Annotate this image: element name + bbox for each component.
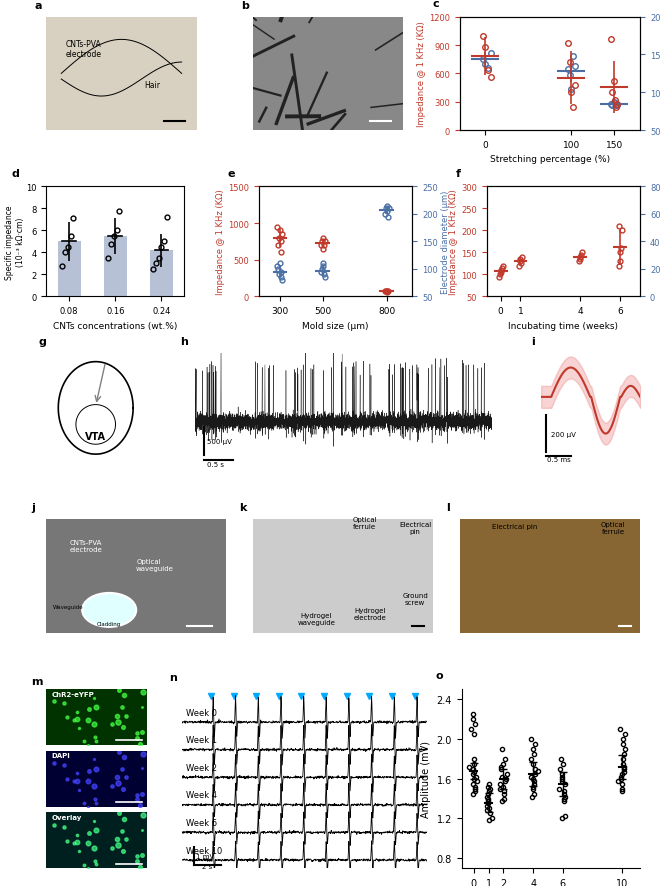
Bar [150,251,173,297]
Text: g: g [38,337,46,346]
Text: f: f [456,168,461,178]
Text: Week 6: Week 6 [186,818,218,827]
Text: Hair: Hair [144,81,160,89]
Text: Hydrogel
electrode: Hydrogel electrode [354,607,387,620]
Text: e: e [228,168,236,178]
Text: Waveguide: Waveguide [53,604,83,609]
Text: 1 mV: 1 mV [196,852,214,859]
Bar [104,237,127,297]
Text: Optical
waveguide: Optical waveguide [136,559,174,571]
Text: 200 μV: 200 μV [551,431,576,437]
Text: Week 0: Week 0 [186,708,217,717]
X-axis label: Mold size (μm): Mold size (μm) [302,322,369,330]
Text: Overlay: Overlay [51,814,82,820]
Text: i: i [531,337,535,346]
Text: ChR2-eYFP: ChR2-eYFP [51,691,94,697]
Text: 500 μV: 500 μV [207,439,232,445]
X-axis label: Incubating time (weeks): Incubating time (weeks) [508,322,618,330]
Text: Cladding: Cladding [97,621,121,626]
Text: Ground
screw: Ground screw [403,593,428,605]
Text: l: l [446,502,449,513]
Text: n: n [169,672,177,682]
Text: Week 1: Week 1 [186,735,217,744]
Text: Week 10: Week 10 [186,845,222,855]
Text: o: o [435,670,443,680]
Text: DAPI: DAPI [51,752,70,758]
Text: Optical
ferrule: Optical ferrule [352,517,377,530]
Text: c: c [432,0,439,9]
Text: Optical
ferrule: Optical ferrule [601,521,626,534]
Bar [57,242,81,297]
Text: CNTs-PVA
electrode: CNTs-PVA electrode [66,40,102,59]
Text: d: d [12,168,20,178]
Text: a: a [34,1,42,11]
Y-axis label: Impedance @ 1 KHz (KΩ): Impedance @ 1 KHz (KΩ) [449,190,458,295]
Text: 2 s: 2 s [202,863,213,869]
Y-axis label: Impedance @ 1 KHz (KΩ): Impedance @ 1 KHz (KΩ) [216,190,225,295]
Y-axis label: Amplitude (mV): Amplitude (mV) [421,741,431,817]
Text: Electrical pin: Electrical pin [492,524,537,530]
Y-axis label: Impedance @ 1 KHz (KΩ): Impedance @ 1 KHz (KΩ) [417,21,426,127]
Text: Hydrogel
waveguide: Hydrogel waveguide [297,612,335,625]
X-axis label: CNTs concentrations (wt.%): CNTs concentrations (wt.%) [53,322,178,330]
Circle shape [82,594,136,627]
Text: Week 4: Week 4 [186,790,217,799]
Text: Week 2: Week 2 [186,763,217,772]
Text: 0.5 s: 0.5 s [207,462,224,467]
Text: VTA: VTA [85,431,106,441]
Text: b: b [241,1,249,11]
Text: j: j [32,502,36,513]
Text: 0.5 ms: 0.5 ms [546,456,570,462]
Y-axis label: Electrode diameter (μm): Electrode diameter (μm) [441,190,449,294]
Text: Electrical
pin: Electrical pin [399,521,432,534]
X-axis label: Stretching percentage (%): Stretching percentage (%) [490,155,610,164]
Text: m: m [31,677,43,687]
Text: k: k [239,502,246,513]
Text: h: h [180,337,187,346]
Y-axis label: Specific impedance
(10⁻³ kΩ·cm): Specific impedance (10⁻³ kΩ·cm) [5,205,24,279]
Text: CNTs-PVA
electrode: CNTs-PVA electrode [69,540,102,552]
